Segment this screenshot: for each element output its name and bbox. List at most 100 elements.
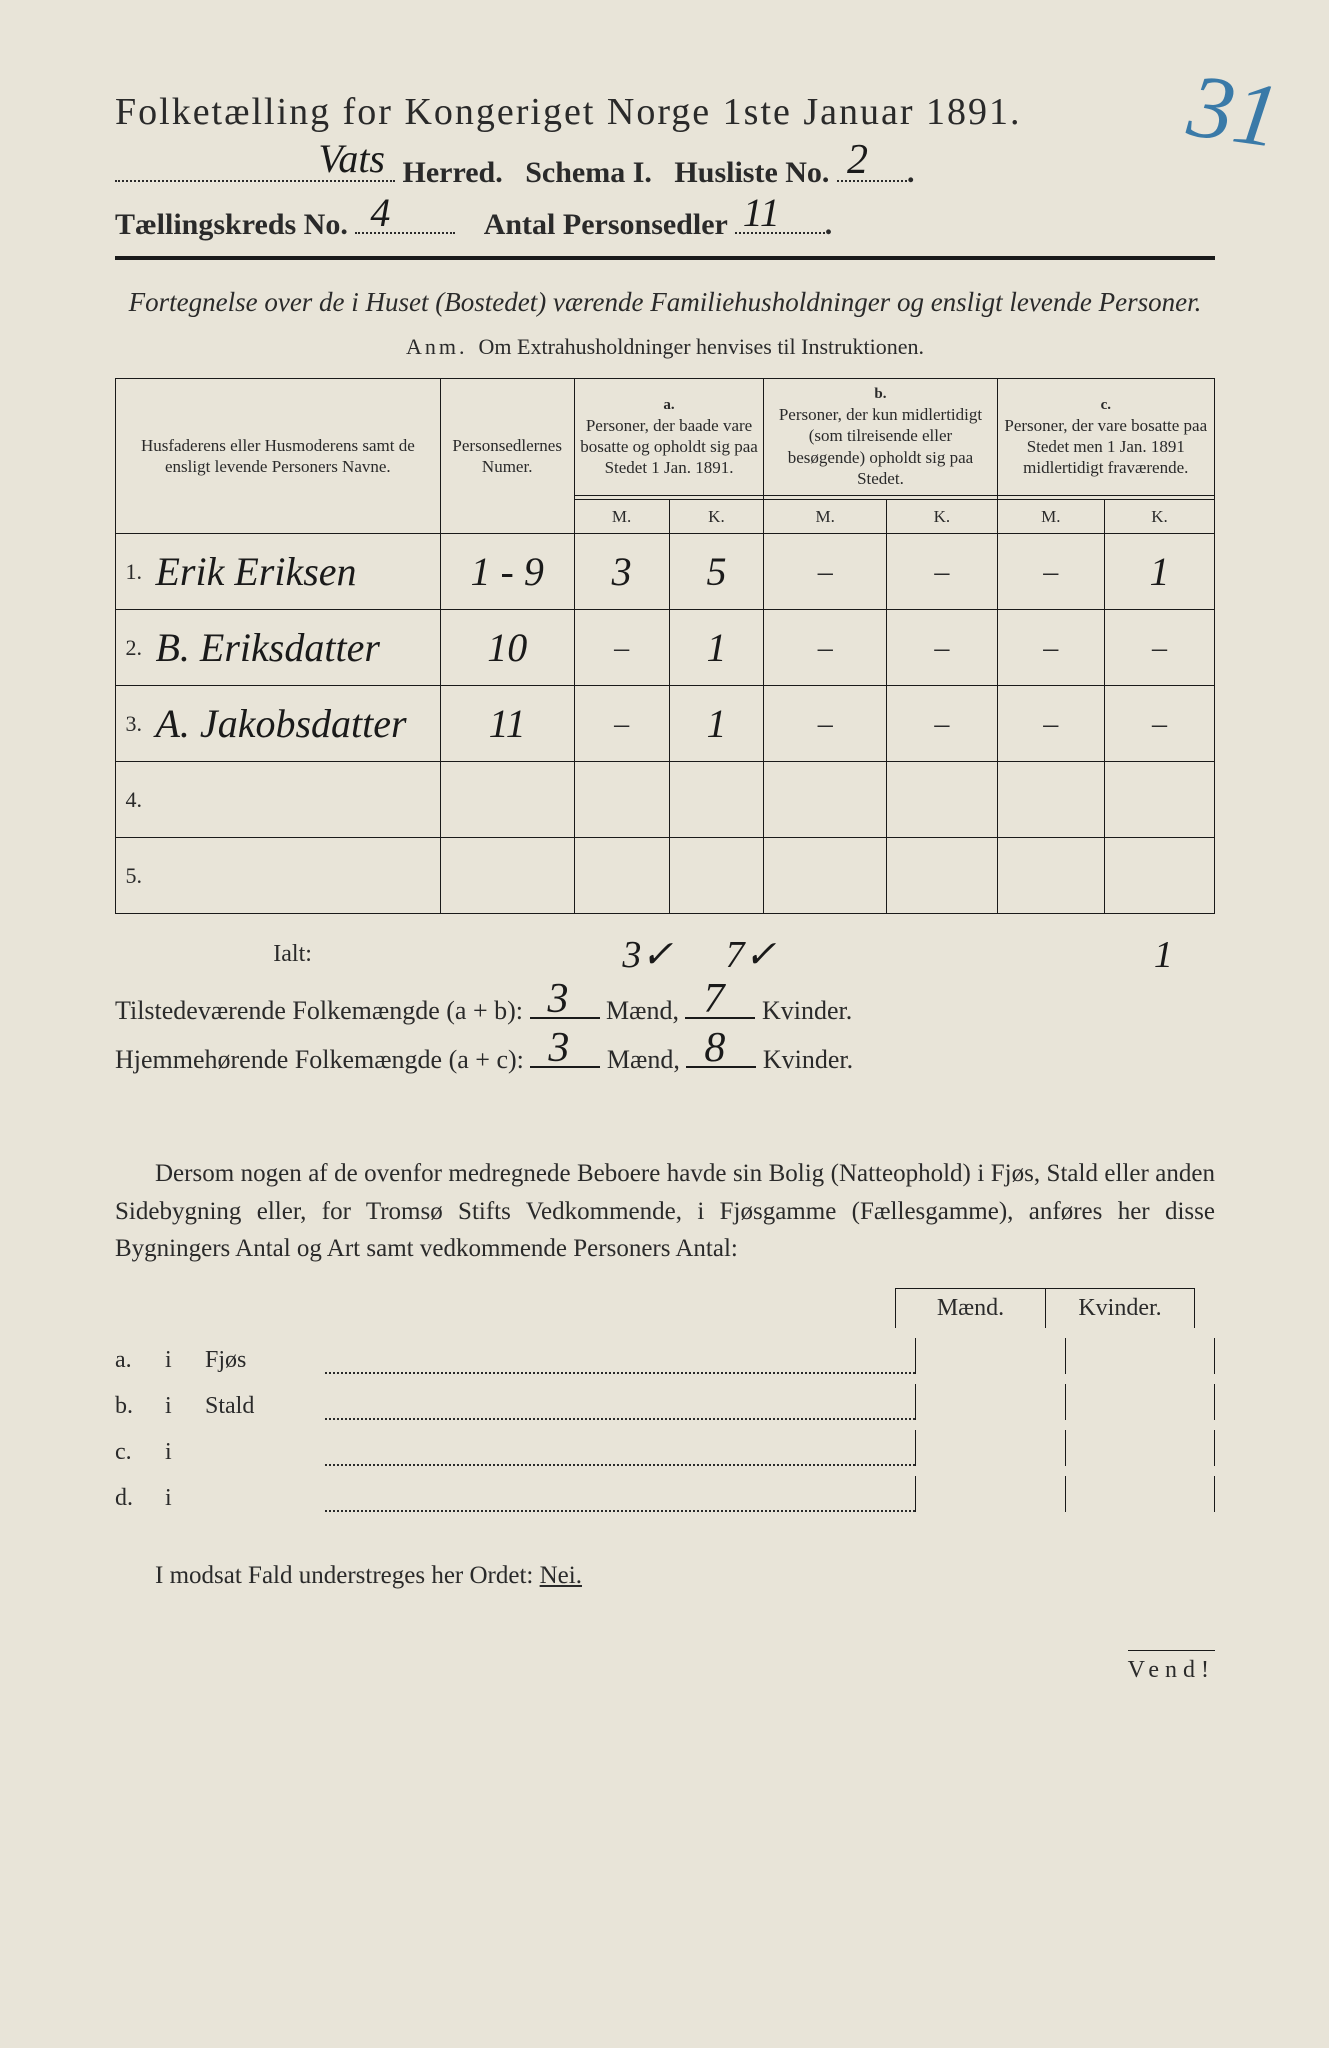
building-dots — [325, 1494, 915, 1512]
ialt-ck: 1 — [1154, 934, 1173, 976]
table-row: 1.Erik Eriksen1 - 935–––1 — [116, 534, 1215, 610]
cell-bK: – — [887, 686, 997, 762]
maend-label-2: Mænd, — [607, 1045, 680, 1074]
building-rows: a.iFjøsb.iStaldc.id.i — [115, 1338, 1215, 1512]
row-number: 1. — [116, 534, 152, 610]
divider — [115, 256, 1215, 260]
cell-cM: – — [997, 686, 1105, 762]
cell-bM: – — [764, 610, 887, 686]
a-k: K. — [669, 500, 764, 534]
person-name — [152, 762, 441, 838]
cell-aK — [669, 838, 764, 914]
c-label: c. — [1002, 396, 1210, 415]
cell-bM — [764, 762, 887, 838]
ialt-am: 3✓ — [622, 934, 673, 976]
a-m: M. — [574, 500, 669, 534]
b-k: K. — [887, 500, 997, 534]
person-name — [152, 838, 441, 914]
cell-aM: – — [574, 686, 669, 762]
cell-bM: – — [764, 686, 887, 762]
table-row: 5. — [116, 838, 1215, 914]
building-i: i — [165, 1439, 205, 1466]
building-letter: b. — [115, 1393, 165, 1420]
ialt-row: Ialt: 3✓ 7✓ 1 — [115, 932, 1215, 977]
c-text: Personer, der vare bosatte paa Stedet me… — [1002, 415, 1210, 479]
cell-cM: – — [997, 610, 1105, 686]
row-number: 4. — [116, 762, 152, 838]
row-number: 5. — [116, 838, 152, 914]
cell-cM: – — [997, 534, 1105, 610]
person-numer: 10 — [440, 610, 574, 686]
building-i: i — [165, 1347, 205, 1374]
building-row: c.i — [115, 1430, 1215, 1466]
cell-bK: – — [887, 610, 997, 686]
kreds-value: 4 — [370, 189, 390, 236]
building-m — [915, 1338, 1065, 1374]
cell-aK: 1 — [669, 610, 764, 686]
cell-cK — [1105, 838, 1215, 914]
building-k — [1065, 1338, 1215, 1374]
kvinder-col: Kvinder. — [1045, 1288, 1195, 1328]
building-m — [915, 1476, 1065, 1512]
herred-line: Vats Herred. Schema I. Husliste No. 2. — [115, 152, 1215, 190]
antal-label: Antal Personsedler — [484, 208, 728, 241]
fortegnelse-text: Fortegnelse over de i Huset (Bostedet) v… — [115, 284, 1215, 320]
antal-value: 11 — [743, 189, 780, 236]
col-c: c. Personer, der vare bosatte paa Stedet… — [997, 379, 1214, 496]
census-form: Folketælling for Kongeriget Norge 1ste J… — [115, 90, 1215, 1684]
building-k — [1065, 1430, 1215, 1466]
table-row: 3.A. Jakobsdatter11–1–––– — [116, 686, 1215, 762]
anm-line: Anm. Om Extrahusholdninger henvises til … — [115, 334, 1215, 360]
a-text: Personer, der baade vare bosatte og opho… — [579, 415, 760, 479]
person-numer: 1 - 9 — [440, 534, 574, 610]
modsat-text: I modsat Fald understreges her Ordet: — [155, 1562, 533, 1589]
herred-value: Vats — [318, 135, 385, 182]
col-b: b. Personer, der kun midlertidigt (som t… — [764, 379, 997, 496]
building-m — [915, 1430, 1065, 1466]
modsat-line: I modsat Fald understreges her Ordet: Ne… — [115, 1562, 1215, 1590]
maend-col: Mænd. — [895, 1288, 1045, 1328]
building-dots — [325, 1448, 915, 1466]
person-name: A. Jakobsdatter — [152, 686, 441, 762]
kreds-label: Tællingskreds No. — [115, 208, 348, 241]
person-numer: 11 — [440, 686, 574, 762]
cell-aM — [574, 838, 669, 914]
husliste-value: 2 — [847, 136, 897, 184]
schema-label: Schema I. — [525, 156, 652, 189]
table-row: 4. — [116, 762, 1215, 838]
census-table: Husfaderens eller Husmoderens samt de en… — [115, 378, 1215, 914]
vend-label: Vend! — [1128, 1650, 1215, 1684]
kvinder-label: Kvinder. — [762, 996, 852, 1025]
ialt-ak: 7✓ — [726, 934, 777, 976]
summary-line-2: Hjemmehørende Folkemængde (a + c): 3 Mæn… — [115, 1042, 1215, 1075]
tilstede-k: 7 — [703, 975, 724, 1023]
anm-text: Om Extrahusholdninger henvises til Instr… — [479, 334, 924, 359]
tilstede-label: Tilstedeværende Folkemængde (a + b): — [115, 996, 523, 1025]
hjemme-k: 8 — [704, 1024, 725, 1072]
building-row: a.iFjøs — [115, 1338, 1215, 1374]
building-letter: d. — [115, 1485, 165, 1512]
building-dots — [325, 1356, 915, 1374]
building-k — [1065, 1384, 1215, 1420]
building-dots — [325, 1402, 915, 1420]
dersom-paragraph: Dersom nogen af de ovenfor medregnede Be… — [115, 1155, 1215, 1268]
cell-bK: – — [887, 534, 997, 610]
cell-cK: – — [1105, 686, 1215, 762]
table-row: 2.B. Eriksdatter10–1–––– — [116, 610, 1215, 686]
cell-cK — [1105, 762, 1215, 838]
hjemme-m: 3 — [548, 1024, 569, 1072]
row-number: 3. — [116, 686, 152, 762]
cell-aK: 5 — [669, 534, 764, 610]
cell-aM: 3 — [574, 534, 669, 610]
anm-prefix: Anm. — [406, 334, 468, 359]
cell-bM — [764, 838, 887, 914]
page-title: Folketælling for Kongeriget Norge 1ste J… — [115, 90, 1215, 134]
b-label: b. — [768, 385, 992, 404]
b-m: M. — [764, 500, 887, 534]
kvinder-label-2: Kvinder. — [763, 1045, 853, 1074]
tilstede-m: 3 — [548, 975, 569, 1023]
building-m — [915, 1384, 1065, 1420]
maend-label: Mænd, — [606, 996, 679, 1025]
c-k: K. — [1105, 500, 1215, 534]
building-row: b.iStald — [115, 1384, 1215, 1420]
